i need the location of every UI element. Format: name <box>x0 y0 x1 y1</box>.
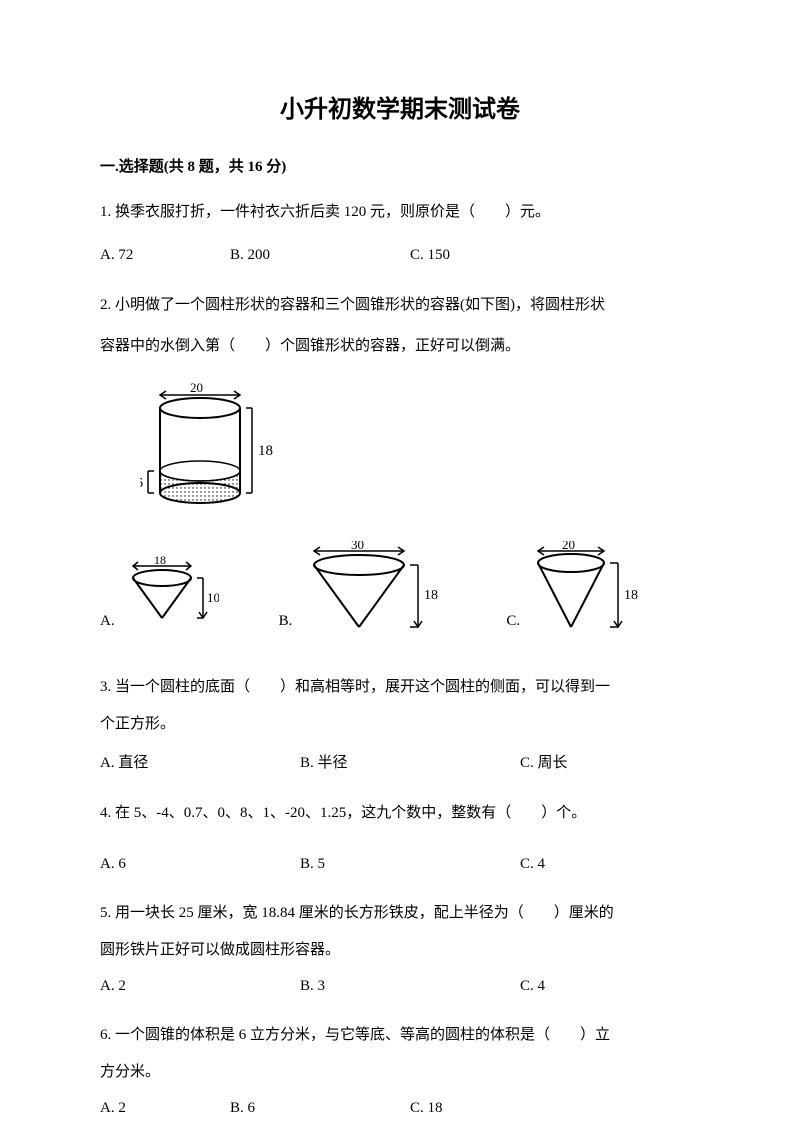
cyl-top-label: 20 <box>190 383 203 395</box>
question-2-line1: 2. 小明做了一个圆柱形状的容器和三个圆锥形状的容器(如下图)，将圆柱形状 <box>100 289 700 322</box>
question-6-line2: 方分米。 <box>100 1060 700 1086</box>
section-header: 一.选择题(共 8 题，共 16 分) <box>100 155 700 181</box>
q1-opt-a: A. 72 <box>100 243 230 269</box>
q2-opt-a-label: A. <box>100 609 115 641</box>
q6-opt-b: B. 6 <box>230 1096 410 1122</box>
q5-opt-a: A. 2 <box>100 974 300 1000</box>
q4-opt-a: A. 6 <box>100 852 300 878</box>
q3-options: A. 直径 B. 半径 C. 周长 <box>100 751 700 777</box>
q6-opt-c: C. 18 <box>410 1096 570 1122</box>
q4-opt-b: B. 5 <box>300 852 520 878</box>
question-3-line2: 个正方形。 <box>100 712 700 738</box>
cyl-water-label: 6 <box>140 476 143 491</box>
q3-opt-a: A. 直径 <box>100 751 300 777</box>
question-1: 1. 换季衣服打折，一件衬衣六折后卖 120 元，则原价是（ ）元。 <box>100 196 700 229</box>
question-5-line1: 5. 用一块长 25 厘米，宽 18.84 厘米的长方形铁皮，配上半径为（ ）厘… <box>100 897 700 930</box>
q4-options: A. 6 B. 5 C. 4 <box>100 852 700 878</box>
q2-opt-b-label: B. <box>279 609 293 641</box>
cone-b-icon: 30 18 <box>296 541 446 641</box>
q1-options: A. 72 B. 200 C. 150 <box>100 243 700 269</box>
svg-text:30: 30 <box>351 541 364 552</box>
q6-opt-a: A. 2 <box>100 1096 230 1122</box>
svg-text:10: 10 <box>207 590 219 605</box>
question-3-line1: 3. 当一个圆柱的底面（ ）和高相等时，展开这个圆柱的侧面，可以得到一 <box>100 671 700 704</box>
cone-a-icon: 18 10 <box>119 556 219 641</box>
q3-opt-b: B. 半径 <box>300 751 520 777</box>
question-4: 4. 在 5、-4、0.7、0、8、1、-20、1.25，这九个数中，整数有（ … <box>100 797 700 830</box>
cone-c-icon: 20 18 <box>524 541 644 641</box>
q1-opt-b: B. 200 <box>230 243 410 269</box>
question-2-line2: 容器中的水倒入第（ ）个圆锥形状的容器，正好可以倒满。 <box>100 330 700 363</box>
cones-row: A. 18 10 B. 30 <box>100 541 700 641</box>
question-6-line1: 6. 一个圆锥的体积是 6 立方分米，与它等底、等高的圆柱的体积是（ ）立 <box>100 1019 700 1052</box>
cylinder-figure: 20 18 6 <box>140 383 700 513</box>
q1-opt-c: C. 150 <box>410 243 570 269</box>
page-title: 小升初数学期末测试卷 <box>100 90 700 131</box>
question-5-line2: 圆形铁片正好可以做成圆柱形容器。 <box>100 938 700 964</box>
q5-opt-b: B. 3 <box>300 974 520 1000</box>
svg-text:18: 18 <box>424 588 438 603</box>
q5-opt-c: C. 4 <box>520 974 680 1000</box>
q2-opt-c-label: C. <box>506 609 520 641</box>
svg-text:18: 18 <box>154 556 166 567</box>
q3-opt-c: C. 周长 <box>520 751 680 777</box>
q5-options: A. 2 B. 3 C. 4 <box>100 974 700 1000</box>
svg-text:20: 20 <box>562 541 575 552</box>
q6-options: A. 2 B. 6 C. 18 <box>100 1096 700 1122</box>
svg-text:18: 18 <box>624 588 638 603</box>
cyl-height-label: 18 <box>258 443 273 459</box>
q4-opt-c: C. 4 <box>520 852 680 878</box>
